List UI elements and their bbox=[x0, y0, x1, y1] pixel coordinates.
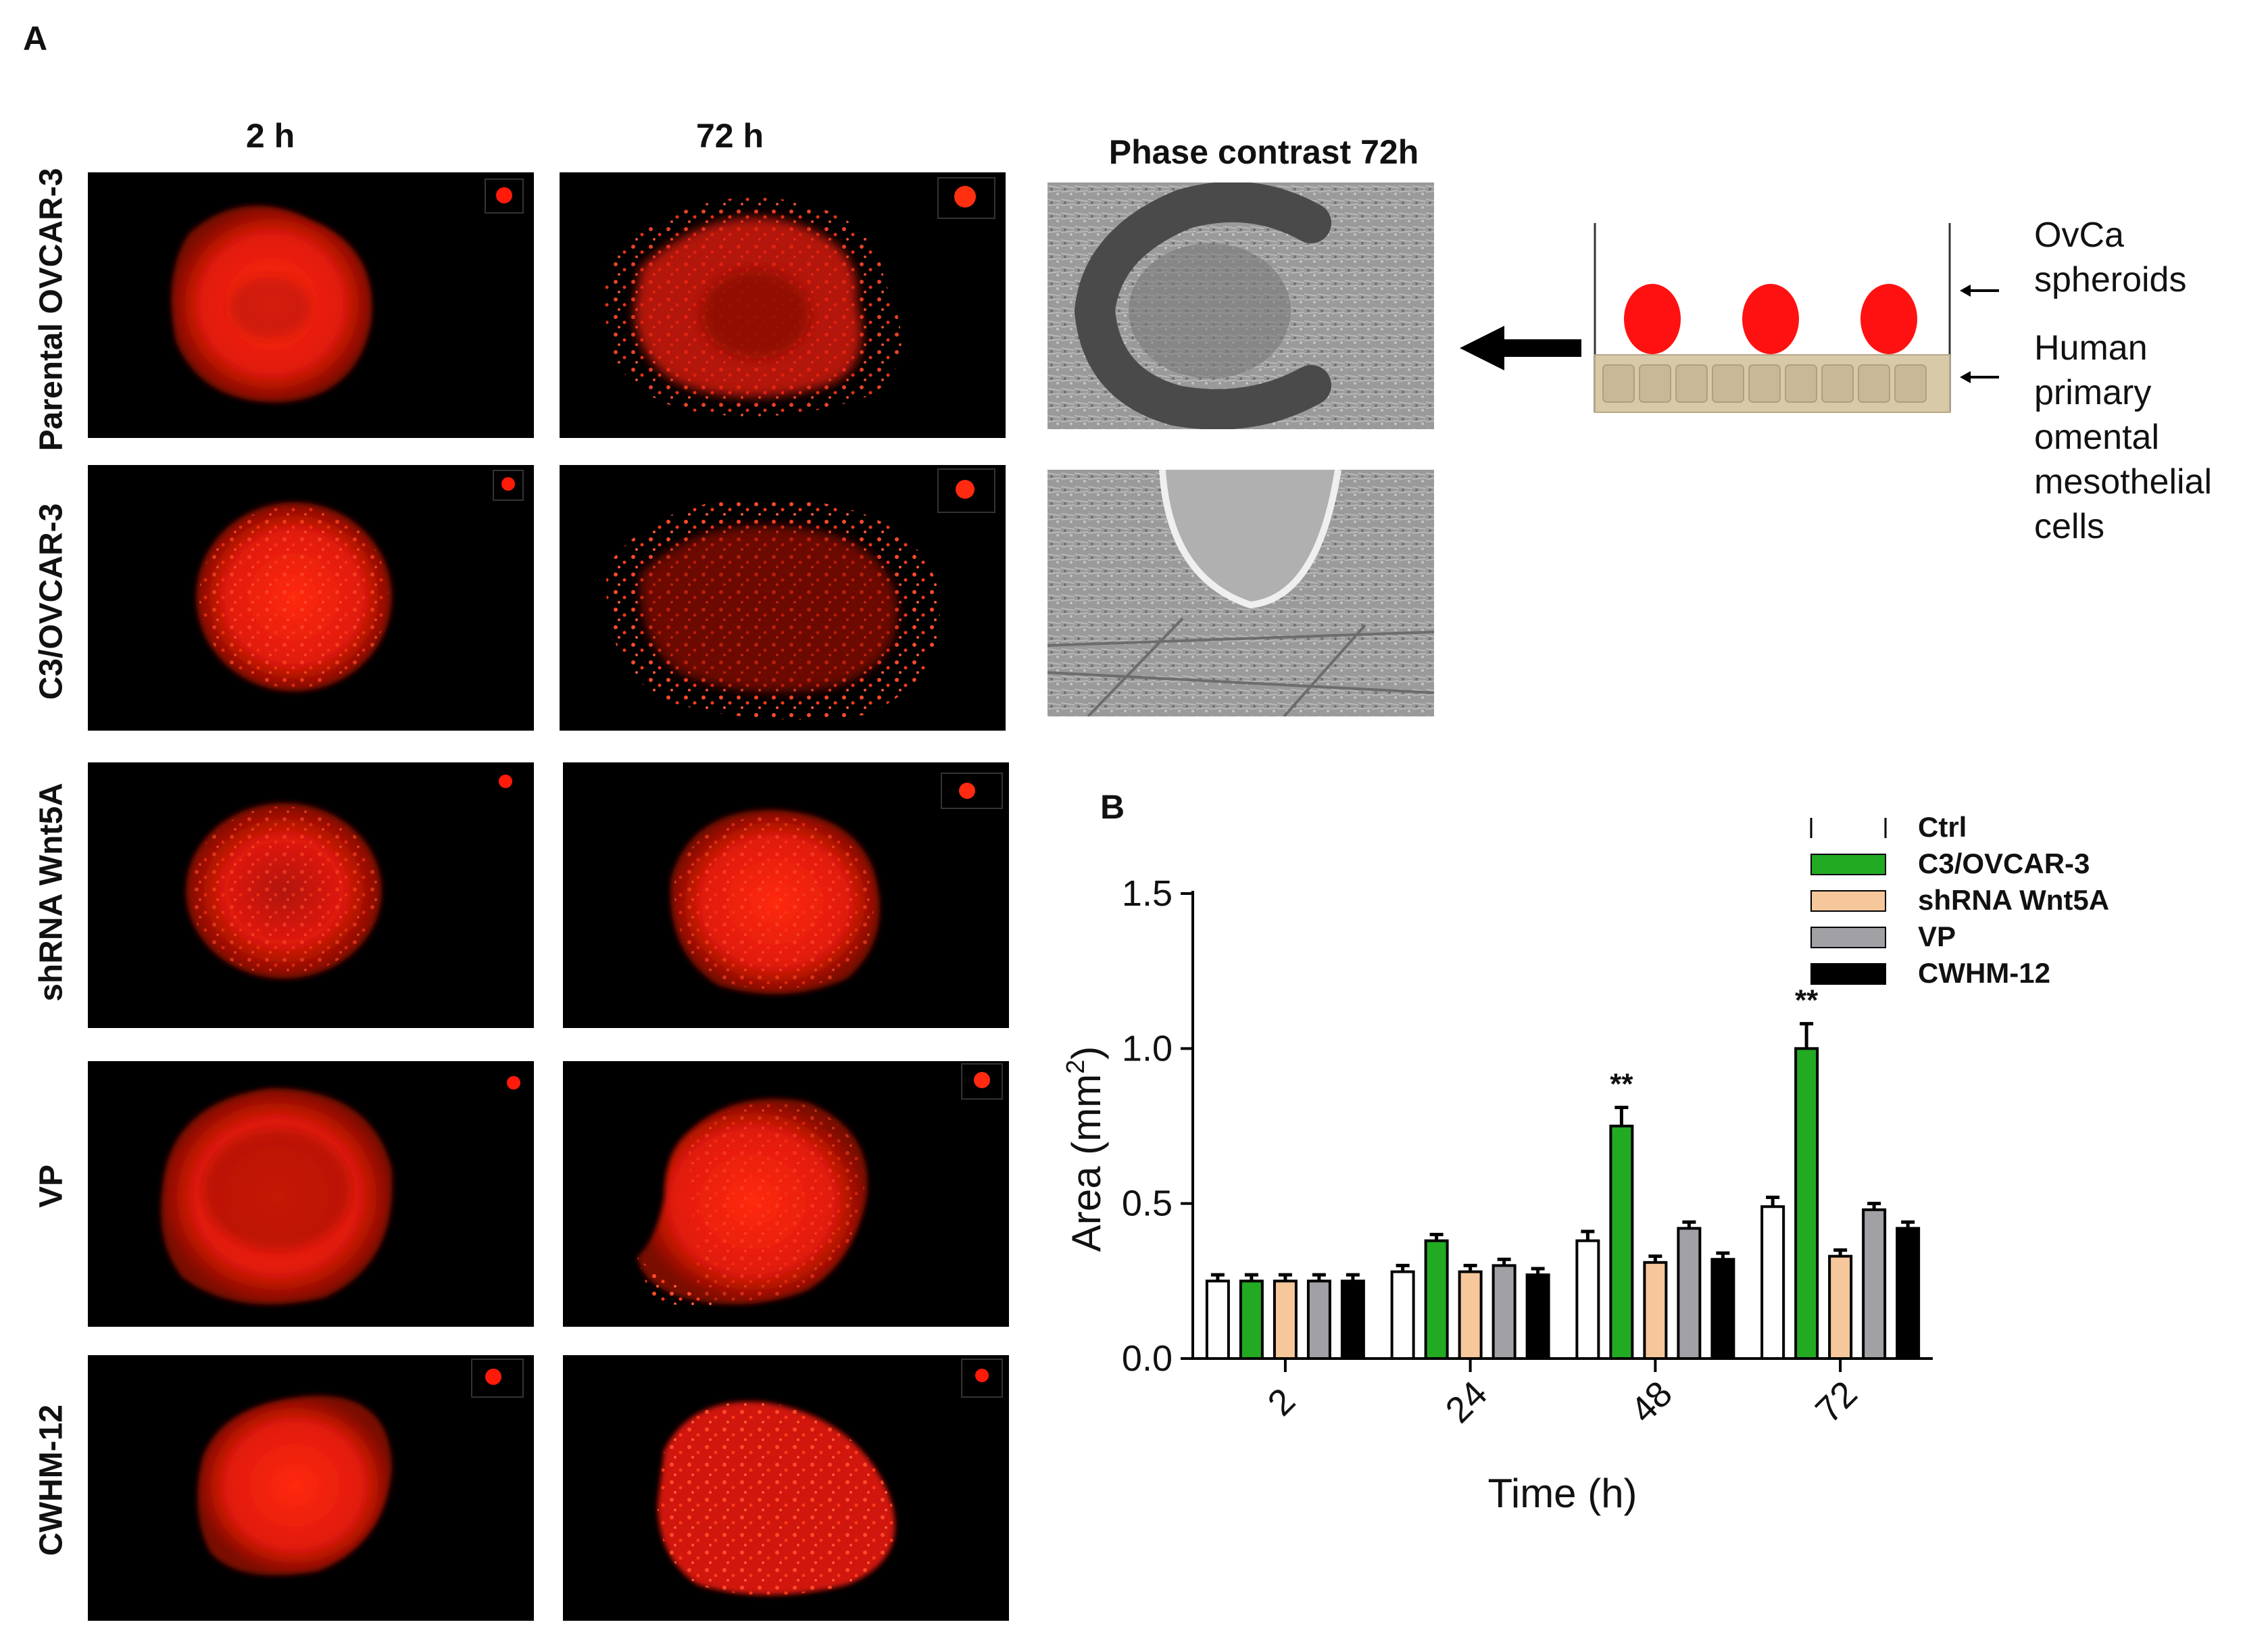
bar bbox=[1677, 1227, 1702, 1360]
bar bbox=[1306, 1279, 1331, 1360]
x-tick-label: 2 bbox=[1260, 1381, 1303, 1424]
legend-label: C3/OVCAR-3 bbox=[1918, 848, 2090, 879]
legend-label: CWHM-12 bbox=[1918, 957, 2050, 989]
y-tick-label: 0.0 bbox=[1122, 1338, 1173, 1379]
bar bbox=[1273, 1279, 1298, 1360]
bar bbox=[1492, 1264, 1517, 1361]
cells-line-1: Human bbox=[2034, 328, 2148, 368]
col-head-72h: 72 h bbox=[695, 117, 764, 155]
image-c3-2h bbox=[88, 465, 534, 731]
spheroids-line-2: spheroids bbox=[2034, 260, 2187, 299]
image-c3-72h bbox=[560, 465, 1006, 731]
ylabel-sup: 2 bbox=[1062, 1060, 1090, 1074]
legend-swatch bbox=[1810, 854, 1886, 875]
ylabel-close: ) bbox=[1064, 1046, 1109, 1060]
bar bbox=[1643, 1261, 1668, 1361]
x-tick-label: 24 bbox=[1438, 1373, 1496, 1431]
cells-line-4: mesothelial bbox=[2034, 462, 2213, 502]
schematic-diagram bbox=[1594, 223, 1951, 413]
bar bbox=[1760, 1205, 1785, 1361]
bar bbox=[1525, 1273, 1550, 1360]
row-label-shrna: shRNA Wnt5A bbox=[33, 783, 70, 1002]
image-phase-parental bbox=[1047, 182, 1434, 429]
bar bbox=[1424, 1239, 1449, 1360]
legend-label: VP bbox=[1918, 921, 1956, 952]
bar bbox=[1794, 1047, 1819, 1360]
bar bbox=[1710, 1258, 1735, 1361]
x-tick-label: 72 bbox=[1808, 1373, 1865, 1431]
arrow-to-cells-icon bbox=[1960, 371, 1999, 383]
image-vp-2h bbox=[88, 1061, 534, 1327]
bar bbox=[1458, 1270, 1483, 1360]
x-axis-label: Time (h) bbox=[1487, 1471, 1637, 1516]
legend-swatch bbox=[1810, 890, 1886, 912]
y-tick-label: 1.0 bbox=[1122, 1028, 1173, 1069]
bar bbox=[1239, 1279, 1264, 1360]
left-arrow-icon bbox=[1460, 326, 1581, 370]
image-parental-2h bbox=[88, 172, 534, 438]
panel-a-letter: A bbox=[23, 20, 48, 57]
image-cwhm-72h bbox=[563, 1355, 1009, 1621]
image-vp-72h bbox=[563, 1061, 1009, 1327]
col-head-phase-contrast: Phase contrast 72h bbox=[1108, 133, 1419, 171]
row-label-cwhm: CWHM-12 bbox=[33, 1404, 70, 1556]
legend-label: shRNA Wnt5A bbox=[1918, 884, 2109, 916]
y-tick-label: 1.5 bbox=[1122, 873, 1173, 914]
bar bbox=[1340, 1279, 1365, 1360]
image-phase-c3 bbox=[1047, 470, 1434, 716]
legend-label: Ctrl bbox=[1918, 811, 1967, 843]
significance-annotation: ** bbox=[1610, 1067, 1633, 1100]
schematic-label-spheroids: OvCa spheroids bbox=[2034, 213, 2186, 302]
image-shrna-2h bbox=[88, 762, 534, 1028]
row-label-vp: VP bbox=[33, 1164, 70, 1208]
row-label-c3: C3/OVCAR-3 bbox=[33, 503, 70, 700]
image-shrna-72h bbox=[563, 762, 1009, 1028]
cells-line-2: primary bbox=[2034, 373, 2152, 412]
bar bbox=[1609, 1125, 1634, 1360]
x-tick-label: 48 bbox=[1623, 1373, 1680, 1431]
spheroids-line-1: OvCa bbox=[2034, 216, 2124, 255]
legend-swatch bbox=[1810, 927, 1886, 948]
legend-swatch bbox=[1810, 963, 1886, 985]
y-tick-label: 0.5 bbox=[1122, 1183, 1173, 1224]
bar bbox=[1896, 1227, 1921, 1360]
ylabel-main: Area (mm bbox=[1064, 1074, 1109, 1252]
y-axis-label: Area (mm2) bbox=[1062, 1046, 1109, 1252]
col-head-2h: 2 h bbox=[245, 117, 295, 155]
image-parental-72h bbox=[560, 172, 1006, 438]
bar-chart: 0.0 0.5 1.0 1.5 2 24 48 72 ** ** Ctrl C3/OVCAR-3 s… bbox=[1062, 811, 2109, 1516]
cells-line-3: omental bbox=[2034, 418, 2159, 457]
image-cwhm-2h bbox=[88, 1355, 534, 1621]
panel-b-letter: B bbox=[1100, 788, 1125, 826]
bar bbox=[1828, 1254, 1853, 1361]
arrow-to-spheroids-icon bbox=[1960, 285, 1999, 297]
row-label-parental: Parental OVCAR-3 bbox=[33, 168, 70, 451]
significance-annotation: ** bbox=[1795, 984, 1819, 1017]
bar bbox=[1862, 1208, 1887, 1361]
legend-swatch bbox=[1811, 818, 1885, 838]
schematic-label-cells: Human primary omental mesothelial cells bbox=[2034, 326, 2212, 549]
bar bbox=[1205, 1279, 1230, 1360]
bar bbox=[1390, 1270, 1415, 1360]
bar bbox=[1575, 1239, 1600, 1360]
cells-line-5: cells bbox=[2034, 507, 2105, 546]
